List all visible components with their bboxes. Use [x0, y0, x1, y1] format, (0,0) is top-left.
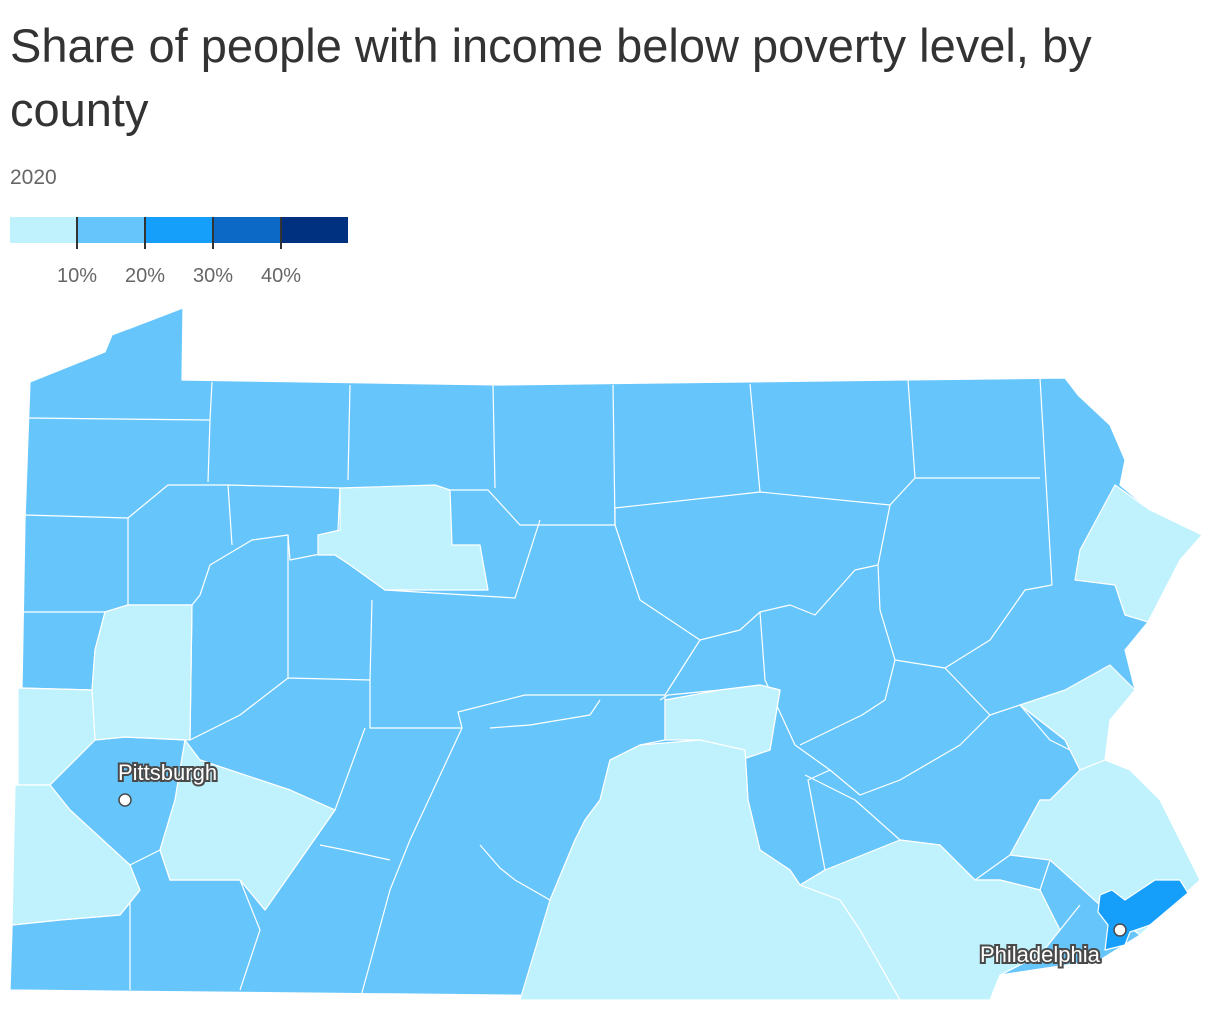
- chart-title: Share of people with income below povert…: [10, 19, 1092, 136]
- philadelphia-marker: [1113, 923, 1127, 937]
- legend-swatch-0-10: [10, 217, 78, 243]
- chart-subtitle: 2020: [10, 166, 57, 189]
- legend-tick-label-10: 10%: [56, 265, 98, 287]
- legend-tick-30: [212, 217, 214, 249]
- county-light-8: [1019, 664, 1136, 771]
- pennsylvania-county-map: Pittsburgh Philadelphia: [9, 307, 1203, 1001]
- legend-tick-label-20: 20%: [124, 265, 166, 287]
- pittsburgh-label: Pittsburgh: [118, 760, 217, 785]
- legend-tick-20: [144, 217, 146, 249]
- legend-swatch-20-30: [145, 217, 213, 243]
- pittsburgh-marker: [118, 793, 132, 807]
- city-pittsburgh: Pittsburgh: [116, 758, 219, 807]
- legend-swatch-30-40: [212, 217, 281, 243]
- legend-swatch-40-plus: [280, 217, 348, 243]
- county-light-2: [91, 604, 193, 741]
- county-light-1: [317, 484, 489, 591]
- color-legend: 10% 20% 30% 40%: [10, 217, 350, 297]
- philadelphia-county: [1097, 879, 1189, 951]
- legend-swatches: [10, 217, 348, 243]
- legend-tick-label-40: 40%: [260, 265, 302, 287]
- philadelphia-label: Philadelphia: [980, 942, 1101, 967]
- city-philadelphia: Philadelphia: [978, 923, 1127, 969]
- county-light-10: [799, 839, 1061, 1001]
- low-poverty-counties: [11, 484, 1203, 1001]
- legend-tick-40: [280, 217, 282, 249]
- county-light-4: [11, 784, 141, 926]
- county-light-3: [17, 687, 96, 786]
- county-light-5: [159, 739, 336, 911]
- legend-swatch-10-20: [77, 217, 146, 243]
- county-light-7: [1074, 484, 1203, 623]
- legend-tick-label-30: 30%: [192, 265, 234, 287]
- legend-tick-10: [76, 217, 78, 249]
- county-light-6: [664, 684, 781, 761]
